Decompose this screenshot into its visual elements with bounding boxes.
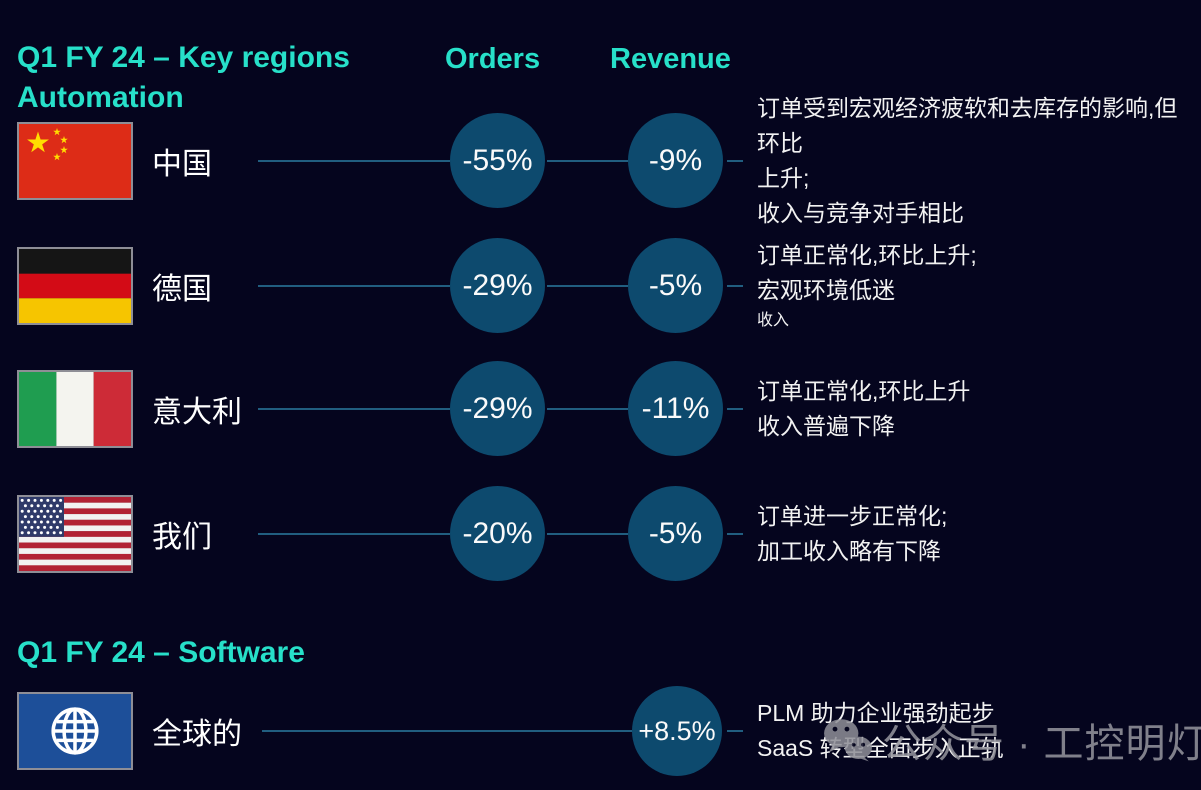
note-line: 订单正常化,环比上升 — [757, 378, 971, 404]
note-line: 上升; — [757, 165, 810, 191]
connector-line — [258, 160, 450, 162]
title-line-1: Q1 FY 24 – Key regions — [17, 41, 350, 74]
note-line-small: 收入 — [757, 312, 790, 329]
region-label: 中国 — [152, 148, 212, 181]
connector-line — [547, 408, 628, 410]
software-section-title: Q1 FY 24 – Software — [17, 636, 305, 669]
orders-circle: -55% — [450, 113, 545, 208]
orders-circle: -29% — [450, 238, 545, 333]
note-line: 订单受到宏观经济疲软和去库存的影响,但环比 — [757, 95, 1178, 156]
connector-line — [258, 285, 450, 287]
connector-line — [258, 533, 450, 535]
page-title: Q1 FY 24 – Key regions Automation — [17, 38, 350, 118]
watermark: 公众号 · 工控明灯 — [822, 708, 1201, 772]
region-label: 德国 — [152, 273, 212, 306]
region-notes: 订单正常化,环比上升; 宏观环境低迷收入 — [757, 221, 1189, 351]
globe-icon — [17, 692, 133, 770]
note-line: 订单进一步正常化; — [757, 503, 948, 529]
region-row: 我们 -20% -5% 订单进一步正常化; 加工收入略有下降 — [0, 469, 1201, 599]
note-line: 收入与竞争对手相比 — [757, 200, 964, 226]
region-label: 全球的 — [152, 718, 242, 751]
region-label: 意大利 — [152, 396, 242, 429]
note-line: 收入普遍下降 — [757, 413, 895, 439]
region-row: 意大利 -29% -11% 订单正常化,环比上升 收入普遍下降 — [0, 344, 1201, 474]
connector-line — [262, 730, 632, 732]
wechat-icon — [822, 717, 874, 763]
title-line-2: Automation — [17, 81, 184, 114]
connector-line — [258, 408, 450, 410]
connector-line — [727, 533, 743, 535]
region-notes: PLM 助力企业强劲起步 SaaS 转型全面步入正轨 — [757, 666, 1189, 790]
orders-circle: -29% — [450, 361, 545, 456]
revenue-circle: -5% — [628, 238, 723, 333]
region-notes: 订单正常化,环比上升 收入普遍下降 — [757, 344, 1189, 474]
connector-line — [727, 408, 743, 410]
revenue-circle: -9% — [628, 113, 723, 208]
connector-line — [547, 285, 628, 287]
region-notes: 订单进一步正常化; 加工收入略有下降 — [757, 469, 1189, 599]
note-line: 宏观环境低迷 — [757, 277, 895, 303]
germany-flag — [17, 247, 133, 325]
revenue-circle: +8.5% — [632, 686, 722, 776]
note-line: PLM 助力企业强劲起步 — [757, 700, 995, 726]
note-line: 订单正常化,环比上升; — [757, 242, 977, 268]
software-row: 全球的 +8.5% PLM 助力企业强劲起步 SaaS 转型全面步入正轨 — [0, 666, 1201, 790]
italy-flag — [17, 370, 133, 448]
revenue-circle: -11% — [628, 361, 723, 456]
region-notes: 订单受到宏观经济疲软和去库存的影响,但环比上升; 收入与竞争对手相比 — [757, 95, 1189, 226]
watermark-text: 公众号 · 工控明灯 — [882, 722, 1201, 766]
region-row: 德国 -29% -5% 订单正常化,环比上升; 宏观环境低迷收入 — [0, 221, 1201, 351]
connector-line — [547, 160, 628, 162]
revenue-column-header: Revenue — [610, 43, 731, 75]
revenue-circle: -5% — [628, 486, 723, 581]
connector-line — [727, 285, 743, 287]
us-flag — [17, 495, 133, 573]
note-line: SaaS 转型全面步入正轨 — [757, 735, 1004, 761]
connector-line — [547, 533, 628, 535]
note-line: 加工收入略有下降 — [757, 538, 941, 564]
connector-line — [727, 160, 743, 162]
orders-circle: -20% — [450, 486, 545, 581]
china-flag — [17, 122, 133, 200]
orders-column-header: Orders — [445, 43, 541, 75]
region-row: 中国 -55% -9% 订单受到宏观经济疲软和去库存的影响,但环比上升; 收入与竞… — [0, 95, 1201, 226]
region-label: 我们 — [152, 521, 212, 554]
connector-line — [727, 730, 743, 732]
